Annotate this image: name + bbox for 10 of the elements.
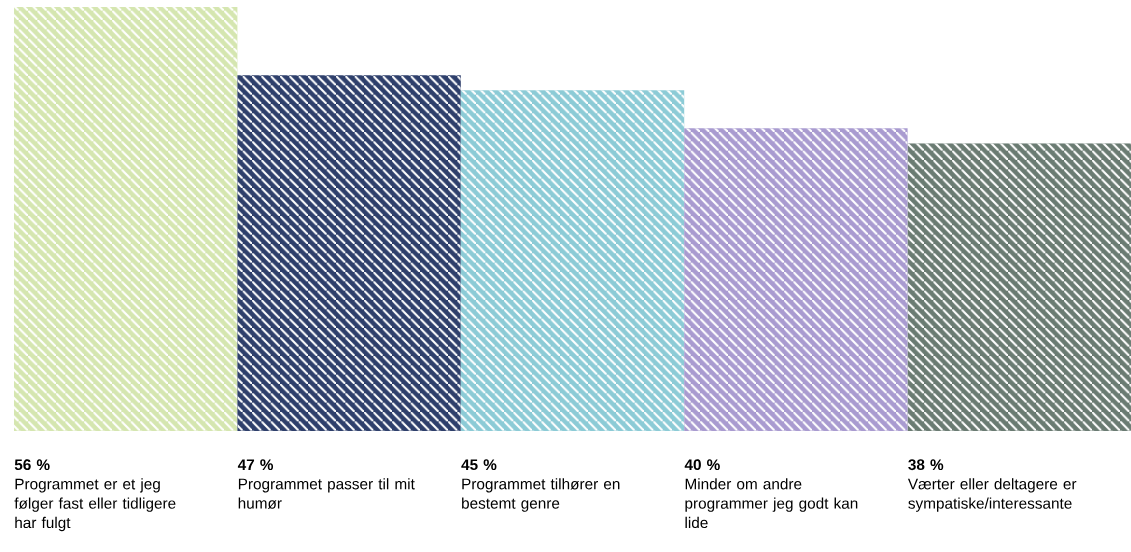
data-label: 38 %: [908, 459, 944, 471]
data-label: 47 %: [237, 459, 274, 471]
data-label: 56 %: [14, 459, 50, 471]
x-tick-label: Programmet er et jeg følger fast eller tidligere har fulgt: [14, 478, 176, 532]
x-tick-label: Minder om andre programmer jeg godt kan lide: [685, 478, 858, 529]
x-tick-label: Programmet tilhører en bestemt genre: [462, 478, 620, 512]
x-tick-label: Værter eller deltagere er sympatiske/interessante: [907, 478, 1077, 512]
data-label: 45 %: [461, 459, 497, 471]
data-label: 40 %: [684, 459, 720, 471]
x-tick-label: Programmet passer til mit humør: [238, 478, 415, 509]
